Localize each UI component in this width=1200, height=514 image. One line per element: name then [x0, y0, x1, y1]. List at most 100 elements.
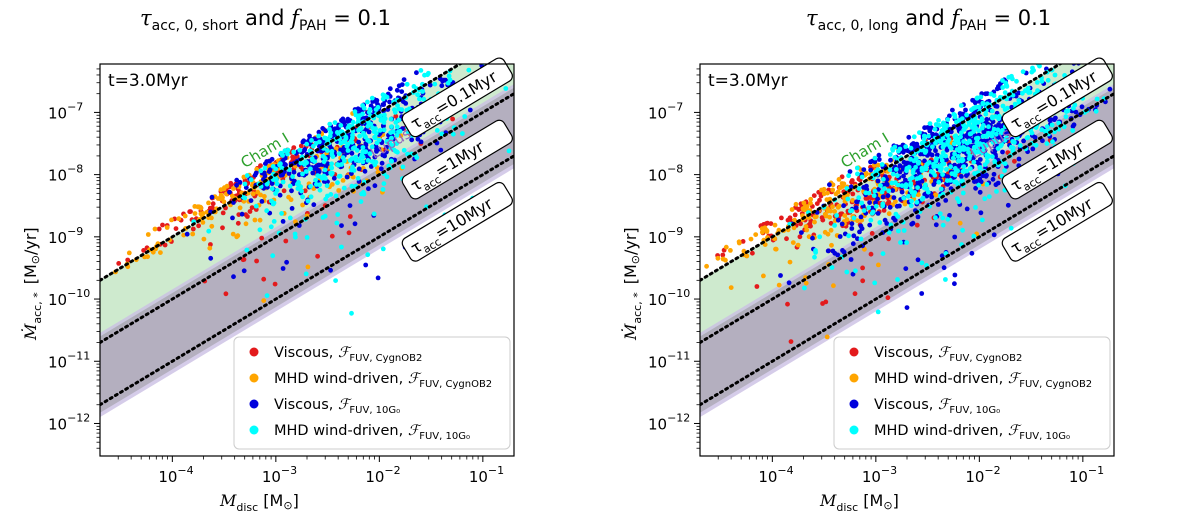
data-point — [945, 139, 951, 145]
data-point — [242, 181, 248, 187]
data-point — [856, 186, 862, 192]
data-point — [910, 167, 916, 173]
data-point — [933, 148, 938, 154]
data-point — [829, 242, 834, 248]
data-point — [850, 241, 856, 247]
data-point — [848, 184, 854, 190]
tau-label-box — [1001, 181, 1113, 262]
data-point — [401, 77, 407, 82]
data-point — [366, 186, 371, 192]
data-point — [261, 298, 267, 303]
data-point — [281, 188, 287, 194]
data-point — [836, 203, 842, 209]
data-point — [1020, 69, 1026, 75]
xlabel-unit-end: ] — [893, 491, 899, 510]
data-point — [901, 228, 907, 233]
data-point — [903, 144, 909, 150]
data-point — [334, 220, 340, 226]
data-point — [841, 181, 847, 187]
data-point — [984, 182, 990, 187]
data-point — [834, 213, 839, 218]
data-point — [761, 273, 766, 279]
data-point — [340, 178, 346, 183]
data-point — [196, 223, 202, 229]
data-point — [382, 112, 387, 118]
data-point — [339, 118, 344, 123]
data-point — [933, 215, 938, 221]
data-point — [290, 174, 295, 180]
data-point — [885, 193, 891, 199]
data-point — [978, 210, 984, 216]
legend-marker — [249, 425, 259, 435]
data-point — [357, 133, 363, 139]
data-point — [375, 275, 381, 281]
data-point — [1060, 54, 1065, 59]
data-point — [287, 183, 293, 189]
data-point — [899, 189, 905, 195]
data-point — [299, 188, 304, 194]
data-point — [890, 146, 895, 152]
data-point — [915, 257, 921, 263]
data-point — [924, 193, 929, 199]
data-point — [919, 260, 925, 266]
data-point — [283, 238, 289, 244]
tau-line-2 — [700, 154, 1114, 407]
data-point — [886, 188, 892, 194]
data-point — [971, 154, 977, 160]
data-point — [1005, 202, 1011, 208]
x-tick-label: 10−4 — [158, 464, 193, 486]
data-point — [261, 276, 267, 282]
data-point — [933, 122, 939, 127]
data-point — [353, 112, 359, 118]
data-point — [902, 201, 908, 207]
tick-base: 10 — [862, 468, 881, 486]
data-point — [872, 155, 878, 161]
data-point — [943, 277, 948, 282]
xlabel-var: M — [219, 491, 237, 510]
data-point — [264, 208, 270, 214]
data-point — [991, 171, 997, 177]
data-point — [1002, 138, 1008, 143]
data-point — [891, 215, 896, 221]
y-tick-label: 10−11 — [48, 349, 90, 371]
data-point — [919, 291, 925, 296]
ylabel-unit: [M — [621, 264, 640, 284]
data-point — [324, 170, 330, 176]
data-point — [947, 213, 952, 218]
x-tick-label: 10−2 — [365, 464, 400, 486]
data-point — [247, 209, 253, 214]
data-point — [936, 179, 942, 185]
data-point — [1126, 118, 1131, 123]
data-point — [811, 193, 817, 199]
data-point — [922, 125, 927, 131]
data-point — [952, 114, 958, 120]
data-point — [850, 191, 856, 197]
legend-label: Viscous, — [874, 345, 938, 361]
data-point — [866, 205, 872, 211]
legend-flux-sub: FUV, CygnOB2 — [1019, 379, 1092, 390]
legend-flux: ℱ — [938, 345, 952, 361]
x-tick-label: 10−2 — [965, 464, 1000, 486]
legend-entry: MHD wind-driven, ℱFUV, CygnOB2 — [274, 371, 492, 390]
data-point — [933, 222, 939, 228]
data-point — [931, 161, 936, 167]
data-point — [284, 259, 289, 265]
data-point — [944, 178, 950, 184]
data-point — [503, 86, 509, 91]
data-point — [1031, 68, 1036, 73]
data-point — [1012, 140, 1017, 145]
data-point — [906, 134, 912, 140]
title-f-val: = 0.1 — [326, 6, 391, 30]
data-point — [929, 194, 934, 200]
sun-symbol: ⊙ — [29, 255, 42, 264]
title-f: f — [291, 6, 299, 30]
data-point — [917, 130, 922, 136]
data-point — [968, 131, 974, 137]
data-point — [1120, 31, 1125, 36]
data-point — [372, 183, 378, 189]
data-point — [971, 233, 977, 239]
lupus-region — [100, 84, 514, 418]
data-point — [1071, 122, 1077, 128]
legend-flux-sub: FUV, CygnOB2 — [949, 353, 1022, 364]
data-point — [218, 192, 224, 198]
